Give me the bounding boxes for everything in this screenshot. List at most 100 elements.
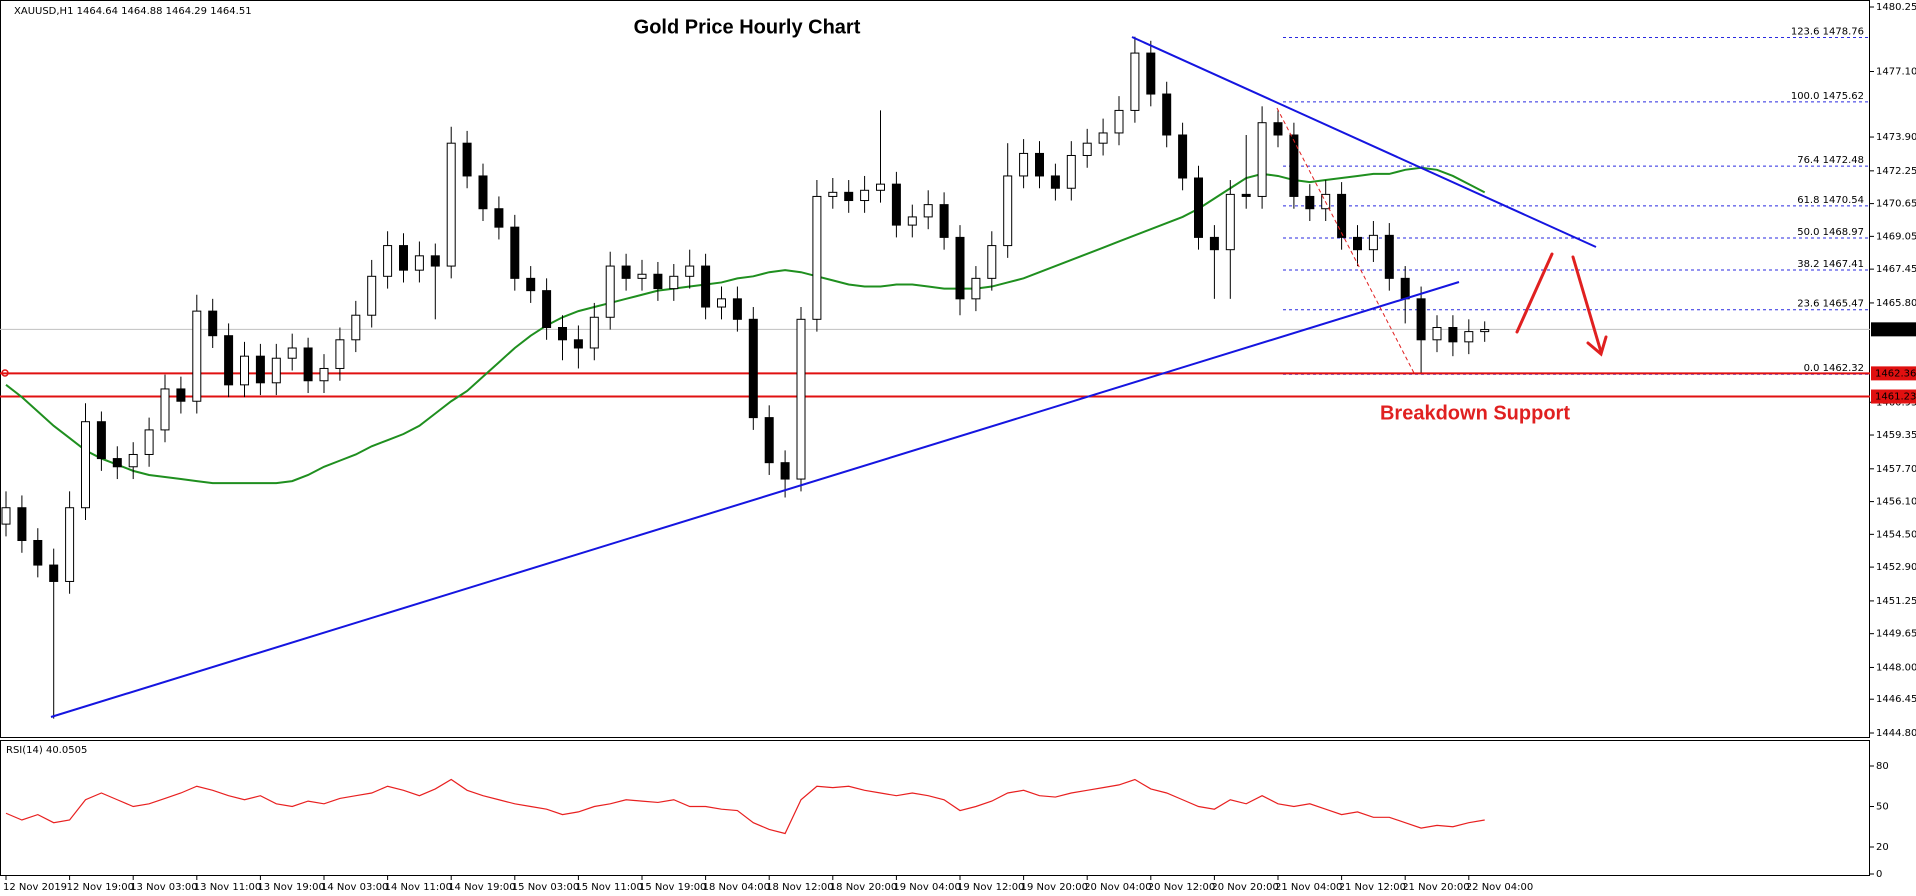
candle-body [1209, 236, 1219, 251]
candle-body [383, 245, 393, 277]
candle-body [17, 507, 27, 541]
candle-body [128, 453, 138, 468]
candle-body [33, 539, 43, 566]
y-tick-label: 1451.25 [1876, 596, 1916, 607]
candle-body [367, 275, 377, 316]
y-tick-label: 0 [1876, 869, 1882, 880]
candle-body [192, 310, 202, 402]
candle-body [1019, 152, 1029, 177]
rsi-panel [0, 740, 1870, 876]
y-tick-label: 20 [1876, 842, 1889, 853]
candle-body [987, 245, 997, 279]
level-marker [1, 369, 9, 377]
candle-body [65, 507, 75, 582]
candle-body [494, 208, 504, 228]
candle-body [1003, 175, 1013, 247]
candle-body [176, 388, 186, 402]
candle-body [287, 347, 297, 359]
rsi-title: RSI(14) 40.0505 [6, 745, 87, 756]
candle-body [1225, 193, 1235, 251]
x-tick-label: 18 Nov 04:00 [703, 882, 770, 893]
candle-body [573, 339, 583, 349]
candle-body [1416, 298, 1426, 341]
candle-body [1114, 109, 1124, 134]
fib-label: 23.6 1465.47 [1797, 299, 1864, 310]
candle-body [1035, 152, 1044, 177]
x-tick-label: 12 Nov 2019 [3, 882, 67, 893]
x-tick-label: 22 Nov 04:00 [1466, 882, 1533, 893]
candle-body [1050, 175, 1060, 189]
down-arrow [1571, 255, 1603, 354]
candle-body [1400, 277, 1410, 300]
candle-body [1289, 134, 1299, 197]
price-tag-label: 1462.36 [1875, 368, 1916, 379]
candle-body [844, 191, 854, 202]
candle-body [748, 318, 758, 419]
candle-body [717, 298, 726, 308]
candle-body [1384, 234, 1394, 279]
y-tick-label: 1470.65 [1876, 199, 1916, 210]
candle-body [907, 216, 917, 226]
candle-body [1082, 142, 1092, 156]
y-tick-label: 1444.80 [1876, 728, 1916, 739]
candle-body [255, 355, 265, 384]
x-tick-label: 20 Nov 12:00 [1148, 882, 1215, 893]
y-tick-label: 1480.25 [1876, 2, 1916, 13]
candle-body [144, 429, 154, 455]
x-tick-label: 21 Nov 20:00 [1402, 882, 1469, 893]
candle-body [701, 265, 711, 308]
candle-body [605, 265, 615, 318]
candle-body [1368, 234, 1378, 251]
candle-body [81, 421, 90, 509]
candle-body [478, 175, 488, 210]
candle-body [796, 318, 806, 480]
marks-layer [1, 36, 1490, 835]
candle-body [1480, 329, 1490, 333]
price-tag-label: 1461.23 [1875, 392, 1916, 403]
candle-body [1178, 134, 1188, 179]
x-tick-label: 21 Nov 04:00 [1275, 882, 1342, 893]
resistance-trendline [1131, 36, 1597, 248]
candle-body [876, 183, 885, 191]
candle-body [653, 273, 663, 290]
y-tick-label: 1456.10 [1876, 497, 1916, 508]
price-tag [1871, 322, 1916, 337]
price-tag [1871, 389, 1916, 404]
candle-body [208, 310, 218, 337]
candle-body [1464, 331, 1474, 343]
fib-swing-line [1276, 107, 1415, 374]
y-tick-label: 1457.70 [1876, 464, 1916, 475]
candle-body [1130, 52, 1140, 111]
candle-body [1273, 122, 1283, 136]
candle-body [1305, 195, 1315, 210]
candle-body [955, 236, 965, 300]
y-tick-label: 1473.90 [1876, 132, 1916, 143]
x-tick-label: 13 Nov 19:00 [257, 882, 324, 893]
y-tick-label: 1454.50 [1876, 529, 1916, 540]
fib-label: 123.6 1478.76 [1791, 27, 1864, 38]
candle-body [462, 142, 472, 177]
fib-label: 38.2 1467.41 [1797, 259, 1864, 270]
x-tick-label: 18 Nov 20:00 [830, 882, 897, 893]
arrow-head [1586, 335, 1608, 357]
price-panel [0, 0, 1870, 738]
y-tick-label: 50 [1876, 802, 1889, 813]
x-tick-label: 21 Nov 12:00 [1339, 882, 1406, 893]
support-trendline [50, 281, 1460, 718]
candle-body [621, 265, 631, 279]
candle-body [399, 245, 408, 271]
price-tag [1871, 366, 1916, 381]
candle-body [1194, 177, 1203, 238]
rsi-line [5, 778, 1485, 835]
candle-body [542, 290, 552, 329]
y-tick-label: 1469.05 [1876, 231, 1916, 242]
x-tick-label: 15 Nov 19:00 [639, 882, 706, 893]
x-tick-label: 15 Nov 03:00 [512, 882, 579, 893]
x-tick-label: 19 Nov 04:00 [893, 882, 960, 893]
candle-body [319, 367, 329, 382]
candle-body [271, 357, 281, 384]
candle-body [1432, 327, 1442, 341]
candle-body [96, 421, 106, 460]
